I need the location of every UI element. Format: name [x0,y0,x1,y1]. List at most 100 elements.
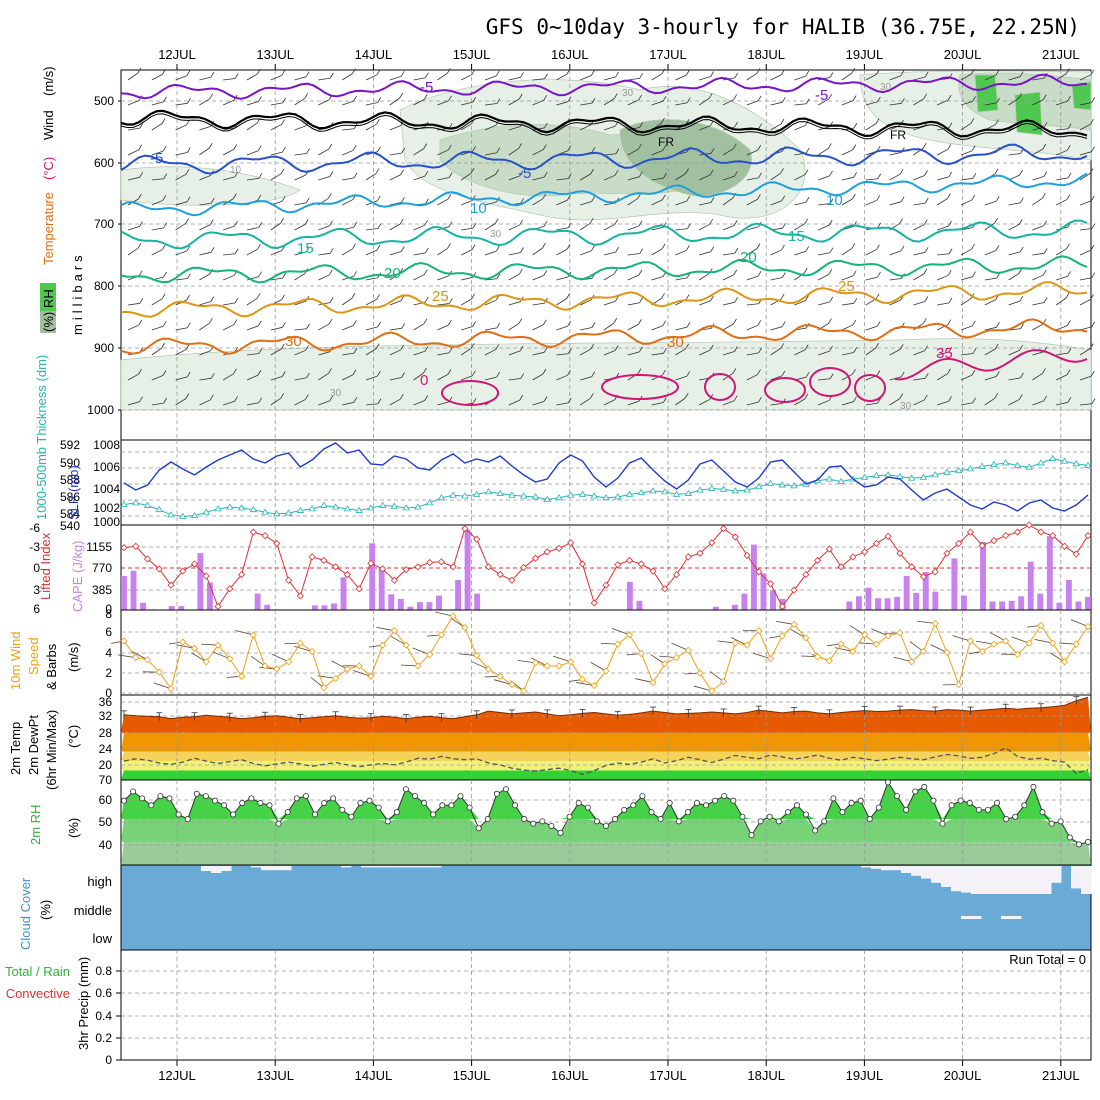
wind-barb [722,323,734,331]
wind-barb [484,152,497,156]
wind-barb [389,152,402,156]
thickness-point [472,490,481,497]
wind-barb-flag [757,194,761,200]
wind-barb [746,401,759,406]
isotherm-35-cell [441,380,499,406]
wind-barb-flag [685,168,689,174]
wind-barb [889,299,901,306]
wind-barb [699,251,711,256]
tick-label: 0 [105,686,112,700]
thickness-point [614,493,622,500]
wind-barb-flag [376,195,381,202]
wind10m-point [449,612,457,620]
cloud-high-cell [931,866,942,883]
wind-barb [413,350,426,356]
wind-barb [151,150,164,156]
isotherm-label: 0 [420,372,428,389]
cape-bar [903,576,910,610]
cape-bar [1056,602,1063,610]
wind-barb [770,249,782,256]
tick-label: -6 [29,521,40,535]
cape-bar [168,606,175,610]
rh2m-point [666,799,673,806]
lifted-index-point [1060,542,1069,550]
rh-contour-label: 30 [622,88,634,99]
isotherm-35-cell [601,374,679,400]
wind-barb-flag [1042,143,1047,150]
wind-barb [342,199,354,206]
wind-barb [937,99,949,106]
wind-barb [342,325,354,331]
thickness-point [237,504,246,511]
wind-barb [865,249,877,256]
wind-barb [1032,373,1043,381]
wind-barb [1056,374,1068,381]
rh2m-point [130,788,137,795]
wind10m-point [908,658,916,666]
rh2m-point [584,804,591,811]
svg-text:& Barbs: & Barbs [44,643,59,690]
wind-barb-flag [351,292,356,299]
wind-barb [508,98,520,106]
svg-text:(%): (%) [66,818,81,838]
wind-barb-flag [377,370,381,377]
wind-barb [1079,173,1091,181]
wind-barb-flag [496,245,500,252]
thickness-point [390,502,399,509]
tick-label: 24 [99,742,113,756]
wind-barb-flag [781,69,785,75]
wind-barb-flag [996,322,1000,328]
thickness-point [214,505,222,512]
wind10m-barb [250,655,266,667]
rh2m-point [939,820,946,827]
wind-barb-flag [137,67,142,74]
wind-barb-flag [281,196,286,202]
wind-barb-flag [1090,244,1095,251]
thickness-point [555,494,563,501]
wind10m-barb [552,655,571,663]
wind-barb [1032,148,1043,156]
wind-barb-flag [734,297,739,303]
rh2m-point [121,797,128,804]
wind-barb-flag [1018,268,1023,274]
wind-barb-flag [972,348,977,354]
wind-barb [651,199,663,206]
wind-barb-flag [758,123,763,129]
wind-barb-flag [543,347,548,353]
wind-barb-flag [542,368,547,375]
wind-barb-flag [994,343,999,350]
date-label-top: 14JUL [355,47,393,62]
wind-barb-flag [923,394,928,401]
wind-barb [318,400,330,406]
rh2m-point [593,818,600,825]
wind-barb [413,274,425,281]
wind-barb-flag [661,243,666,250]
wind-barb-flag [803,267,808,274]
wind-barb-flag [804,218,809,225]
wind-barb [818,224,830,231]
wind-barb [223,302,236,306]
wind10m-point [461,623,469,632]
wind-barb-flag [756,243,761,249]
wind-barb-flag [899,393,904,399]
wind-barb-flag [851,67,856,74]
wind-barb [270,250,283,256]
wind-barb-flag [948,220,952,227]
wind-barb [984,222,995,231]
wind-barb [603,399,615,406]
wind-barb-flag [138,319,143,326]
tick-label: 60 [99,793,113,807]
thickness-point [484,488,493,495]
wind-barb-flag [401,372,405,378]
wind-barb [865,178,878,181]
wind-barb-flag [472,222,477,229]
wind-barb-flag [852,270,857,276]
wind10m-barb [271,653,289,663]
rh2m-point [302,793,309,800]
wind-barb-flag [852,368,856,375]
wind-barb [365,277,378,281]
